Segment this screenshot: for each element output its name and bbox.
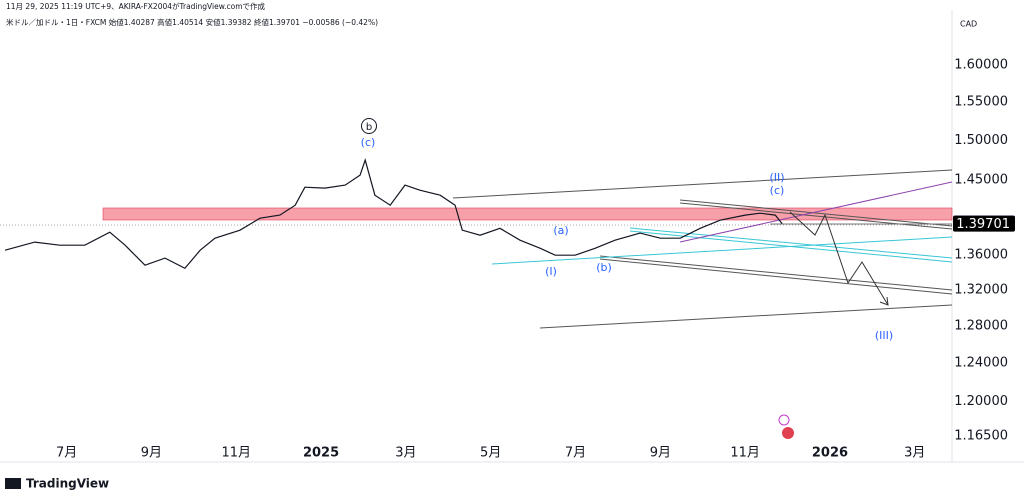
event-icon xyxy=(778,414,790,426)
trend-line xyxy=(679,199,953,227)
wave-label: (I) xyxy=(545,265,557,278)
y-tick-label: 1.32000 xyxy=(954,282,1008,297)
wave-label: (II) xyxy=(769,171,784,184)
wave-label: (b) xyxy=(596,261,612,274)
brand: TradingView xyxy=(26,477,109,491)
y-tick-label: 1.60000 xyxy=(954,58,1008,73)
x-tick-label: 3月 xyxy=(395,446,416,461)
x-tick-label: 3月 xyxy=(904,446,925,461)
y-tick-label: 1.20000 xyxy=(954,394,1008,409)
trend-line xyxy=(629,227,953,259)
x-tick-label: 7月 xyxy=(56,446,77,461)
wave-label: (c) xyxy=(361,136,376,149)
currency: CAD xyxy=(960,20,977,29)
trend-line xyxy=(491,236,953,265)
trend-line xyxy=(452,169,953,199)
header-credit: 11月 29, 2025 11:19 UTC+9、AKIRA-FX2004がTr… xyxy=(6,1,266,11)
event-icon xyxy=(782,427,794,439)
x-tick-label: 5月 xyxy=(480,446,501,461)
trend-line xyxy=(599,255,953,291)
trend-line xyxy=(679,181,953,243)
brand-logo xyxy=(5,478,21,489)
drawings xyxy=(452,169,953,329)
x-tick-label: 9月 xyxy=(650,446,671,461)
x-tick-label: 2025 xyxy=(303,446,339,461)
wave-circle xyxy=(361,118,377,134)
trend-line xyxy=(679,202,953,230)
y-tick-label: 1.45000 xyxy=(954,173,1008,188)
x-tick-label: 9月 xyxy=(141,446,162,461)
wave-label: (c) xyxy=(770,184,785,197)
x-tick-label: 11月 xyxy=(221,446,251,461)
trend-line xyxy=(599,258,953,295)
x-tick-label: 7月 xyxy=(565,446,586,461)
wave-label: (III) xyxy=(875,329,893,342)
y-tick-label: 1.50000 xyxy=(954,133,1008,148)
projection xyxy=(789,211,889,306)
y-tick-label: 1.55000 xyxy=(954,95,1008,110)
y-tick-label: 1.36000 xyxy=(954,248,1008,263)
x-tick-label: 11月 xyxy=(730,446,760,461)
wave-label: b xyxy=(366,122,372,133)
y-tick-label: 1.24000 xyxy=(954,356,1008,371)
y-tick-label: 1.28000 xyxy=(954,318,1008,333)
trend-line xyxy=(629,230,953,263)
header-symbol: 米ドル／加ドル・1日・FXCM 始値1.40287 高値1.40514 安値1.… xyxy=(6,17,378,27)
trend-line xyxy=(539,304,953,329)
x-tick-label: 2026 xyxy=(812,446,848,461)
y-tick-label: 1.16500 xyxy=(954,428,1008,443)
wave-label: (a) xyxy=(553,224,568,237)
arrow-head xyxy=(879,296,889,306)
resistance-zone xyxy=(102,207,953,221)
price-label: 1.39701 xyxy=(956,217,1010,232)
price-line xyxy=(4,158,783,270)
price-label-bg xyxy=(953,215,1015,232)
